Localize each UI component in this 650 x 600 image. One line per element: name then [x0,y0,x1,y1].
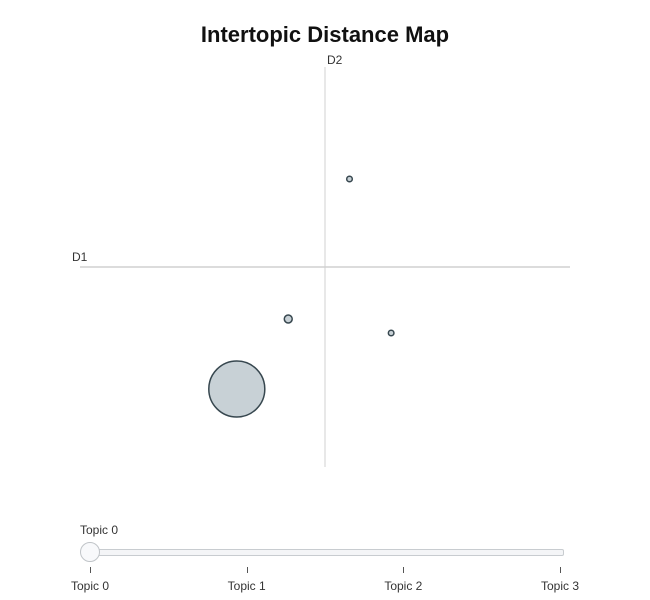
slider-step-label[interactable]: Topic 2 [384,579,423,593]
slider-tick [403,567,405,573]
chart-title: Intertopic Distance Map [200,22,450,47]
topic-bubbles [208,175,395,418]
slider-tick [246,567,248,573]
slider-step-label[interactable]: Topic 3 [540,579,580,593]
slider-step-label[interactable]: Topic 0 [70,579,110,593]
d2-axis-label: D2 [327,53,343,67]
topic-slider-handle[interactable] [80,542,100,562]
topic-bubble-3[interactable] [345,175,354,183]
slider-tick [90,567,91,573]
slider-current-value: Topic 0 [80,523,119,537]
d1-axis-label: D1 [72,250,88,264]
topic-bubble-1[interactable] [283,314,293,324]
slider-tick [560,567,561,573]
topic-bubble-2[interactable] [387,329,395,337]
topic-slider-track[interactable] [90,549,564,556]
topic-bubble-0[interactable] [208,360,266,418]
slider-step-label[interactable]: Topic 1 [227,579,266,593]
